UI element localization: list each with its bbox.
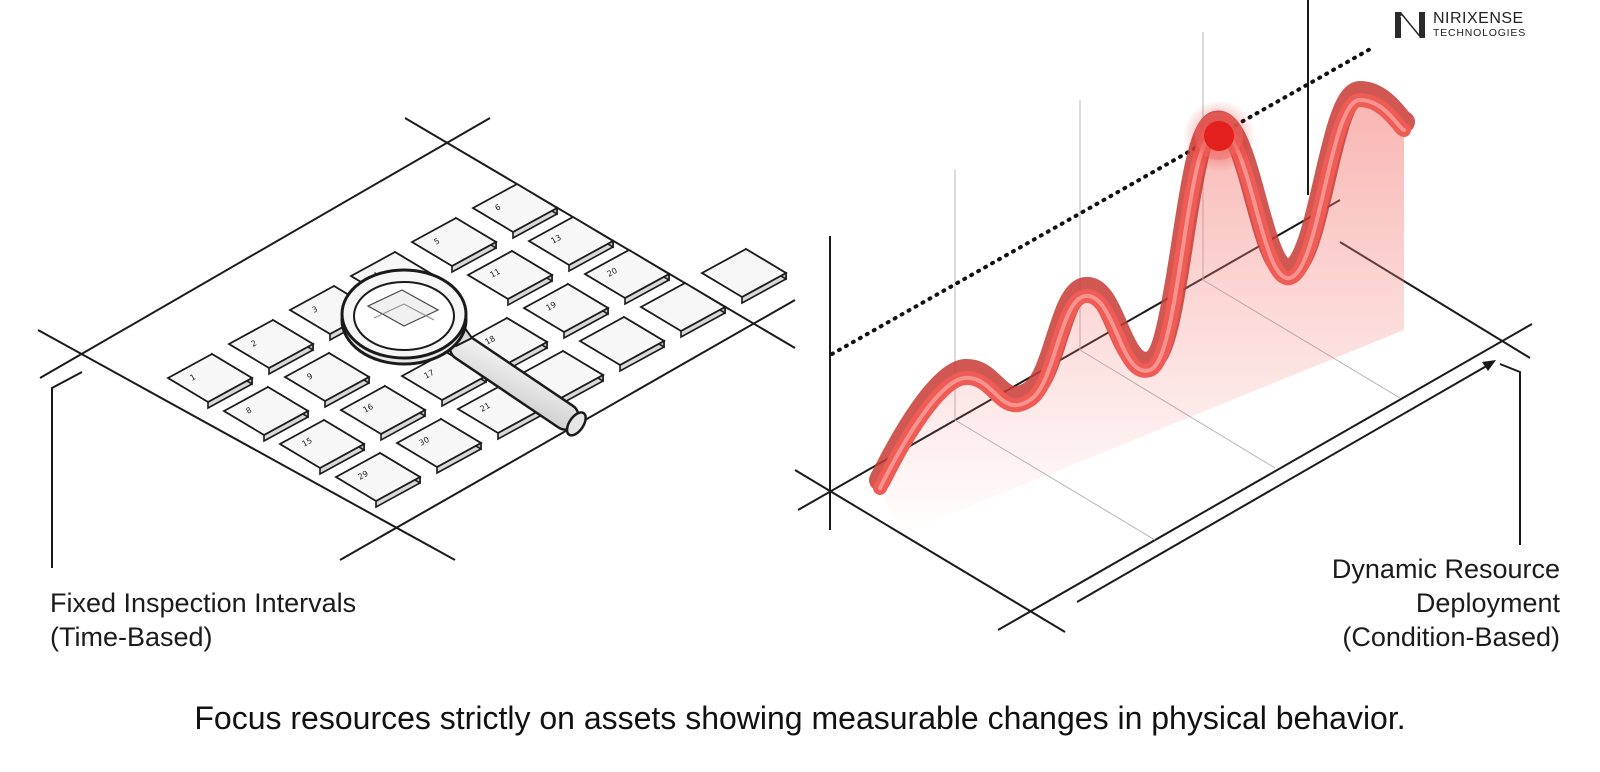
logo-subtitle: TECHNOLOGIES bbox=[1432, 27, 1526, 40]
calendar-tile: 5 bbox=[410, 216, 498, 274]
calendar-tile: 11 bbox=[466, 249, 554, 307]
time-based-calendar-diagram: 651341120319218191781621153029 bbox=[37, 117, 796, 568]
calendar-tile: 20 bbox=[583, 248, 671, 306]
condition-based-wave-diagram bbox=[794, 0, 1533, 633]
condition-based-label-line3: (Condition-Based) bbox=[1342, 622, 1560, 652]
time-based-label: Fixed Inspection Intervals (Time-Based) bbox=[50, 586, 356, 654]
calendar-day-number: 15 bbox=[301, 436, 314, 449]
diagram-caption: Focus resources strictly on assets showi… bbox=[194, 700, 1406, 736]
calendar-day-number: 21 bbox=[479, 401, 492, 414]
condition-based-label: Dynamic Resource Deployment (Condition-B… bbox=[1332, 552, 1560, 654]
wave-shadow-area bbox=[880, 100, 1404, 535]
calendar-day-number: 20 bbox=[606, 266, 619, 279]
logo-name: NIRIXENSE bbox=[1432, 10, 1524, 28]
calendar-tile: 19 bbox=[522, 282, 610, 340]
calendar-tile: 15 bbox=[278, 418, 366, 476]
wave-ribbon-highlight bbox=[878, 97, 1406, 490]
magnifying-glass-icon bbox=[340, 268, 587, 437]
calendar-day-number: 17 bbox=[423, 368, 436, 381]
calendar-day-number: 2 bbox=[250, 338, 259, 348]
calendar-tile: 6 bbox=[471, 182, 559, 240]
calendar-tile: 1 bbox=[166, 352, 254, 410]
calendar-tile bbox=[700, 247, 788, 305]
calendar-day-number: 3 bbox=[311, 304, 320, 314]
calendar-day-number: 13 bbox=[550, 233, 563, 246]
threshold-dotted-line bbox=[830, 46, 1374, 356]
calendar-tile bbox=[639, 281, 727, 339]
calendar-day-number: 30 bbox=[418, 435, 431, 448]
logo-mark-icon bbox=[1394, 12, 1425, 39]
calendar-day-number: 8 bbox=[245, 405, 254, 415]
time-based-label-line1: Fixed Inspection Intervals bbox=[50, 588, 357, 618]
anomaly-peak-marker bbox=[1183, 100, 1255, 172]
calendar-day-number: 11 bbox=[489, 267, 502, 280]
calendar-day-number: 6 bbox=[494, 202, 503, 212]
deployment-direction-arrow bbox=[1076, 360, 1496, 603]
calendar-tile: 16 bbox=[339, 384, 427, 442]
calendar-day-number: 16 bbox=[362, 402, 375, 415]
calendar-tile bbox=[578, 315, 666, 373]
condition-based-label-line2: Deployment bbox=[1415, 588, 1560, 618]
company-logo: NIRIXENSE TECHNOLOGIES bbox=[1393, 10, 1526, 40]
calendar-day-number: 1 bbox=[189, 372, 198, 382]
calendar-day-number: 19 bbox=[545, 300, 558, 313]
calendar-day-number: 5 bbox=[433, 236, 442, 246]
calendar-tile: 8 bbox=[222, 385, 310, 443]
calendar-tile: 13 bbox=[527, 215, 615, 273]
calendar-day-number: 9 bbox=[306, 371, 315, 381]
time-based-label-line2: (Time-Based) bbox=[50, 622, 213, 652]
calendar-tile: 30 bbox=[395, 417, 483, 475]
calendar-day-number: 29 bbox=[357, 469, 370, 482]
condition-based-label-line1: Dynamic Resource bbox=[1331, 554, 1560, 584]
calendar-tile: 2 bbox=[227, 318, 315, 376]
calendar-day-number: 18 bbox=[484, 334, 497, 347]
calendar-tile: 9 bbox=[283, 351, 371, 409]
calendar-tile: 29 bbox=[334, 451, 422, 509]
